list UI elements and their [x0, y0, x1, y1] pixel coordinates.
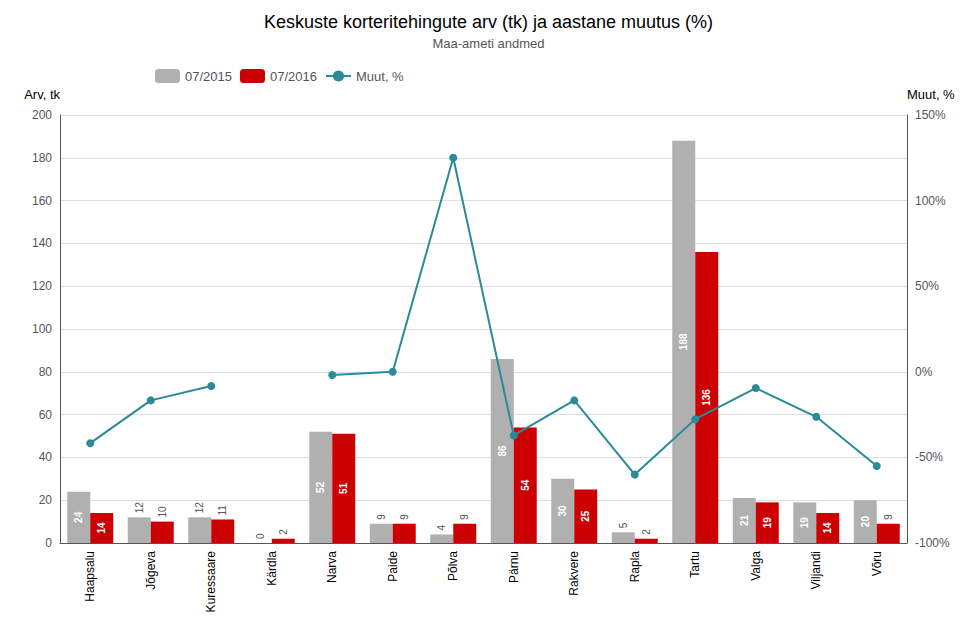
svg-text:-100%: -100% [915, 536, 950, 550]
svg-text:80: 80 [39, 365, 53, 379]
svg-text:100%: 100% [915, 194, 946, 208]
svg-text:21: 21 [739, 515, 750, 527]
svg-text:180: 180 [32, 151, 52, 165]
svg-text:20: 20 [39, 493, 53, 507]
svg-text:Paide: Paide [386, 551, 400, 582]
svg-text:2: 2 [278, 529, 289, 535]
svg-text:-50%: -50% [915, 450, 943, 464]
svg-text:51: 51 [338, 482, 349, 494]
svg-text:Viljandi: Viljandi [809, 551, 823, 589]
svg-text:14: 14 [96, 522, 107, 534]
svg-text:19: 19 [762, 517, 773, 529]
svg-text:9: 9 [883, 514, 894, 520]
svg-text:14: 14 [822, 522, 833, 534]
svg-text:Haapsalu: Haapsalu [83, 551, 97, 602]
svg-text:11: 11 [217, 505, 228, 516]
svg-text:07/2015: 07/2015 [185, 69, 232, 84]
svg-text:50%: 50% [915, 279, 939, 293]
svg-text:Muut, %: Muut, % [356, 69, 404, 84]
svg-text:24: 24 [73, 511, 84, 523]
svg-text:100: 100 [32, 322, 52, 336]
svg-text:2: 2 [641, 529, 652, 535]
svg-text:54: 54 [520, 479, 531, 491]
svg-text:188: 188 [678, 333, 689, 350]
svg-text:Jõgeva: Jõgeva [144, 551, 158, 590]
svg-text:Võru: Võru [870, 551, 884, 576]
svg-text:0%: 0% [915, 365, 933, 379]
svg-text:9: 9 [376, 514, 387, 520]
svg-text:9: 9 [399, 514, 410, 520]
svg-text:200: 200 [32, 108, 52, 122]
svg-text:07/2016: 07/2016 [270, 69, 317, 84]
svg-text:52: 52 [315, 481, 326, 493]
svg-text:60: 60 [39, 408, 53, 422]
svg-text:Pärnu: Pärnu [507, 551, 521, 583]
svg-text:136: 136 [701, 389, 712, 406]
svg-text:0: 0 [45, 536, 52, 550]
svg-text:Valga: Valga [749, 551, 763, 581]
svg-text:140: 140 [32, 236, 52, 250]
svg-text:25: 25 [580, 510, 591, 522]
svg-text:Rapla: Rapla [628, 551, 642, 583]
svg-text:19: 19 [799, 517, 810, 529]
svg-text:Põlva: Põlva [446, 551, 460, 581]
svg-text:20: 20 [860, 516, 871, 528]
svg-text:Kuressaare: Kuressaare [204, 551, 218, 613]
svg-text:86: 86 [497, 445, 508, 457]
svg-text:Kärdla: Kärdla [265, 551, 279, 586]
svg-text:Keskuste korteritehingute arv: Keskuste korteritehingute arv (tk) ja aa… [264, 12, 713, 32]
svg-text:160: 160 [32, 194, 52, 208]
svg-text:Muut, %: Muut, % [907, 87, 955, 102]
svg-text:Arv, tk: Arv, tk [24, 87, 60, 102]
svg-text:120: 120 [32, 279, 52, 293]
svg-text:Tartu: Tartu [688, 551, 702, 578]
svg-text:30: 30 [557, 505, 568, 517]
svg-text:0: 0 [255, 533, 266, 539]
svg-text:150%: 150% [915, 108, 946, 122]
svg-text:5: 5 [618, 522, 629, 528]
svg-text:Maa-ameti andmed: Maa-ameti andmed [433, 36, 545, 51]
svg-text:12: 12 [134, 502, 145, 514]
svg-text:40: 40 [39, 450, 53, 464]
svg-text:12: 12 [194, 502, 205, 514]
svg-text:Rakvere: Rakvere [567, 551, 581, 596]
svg-text:9: 9 [459, 514, 470, 520]
svg-text:Narva: Narva [325, 551, 339, 583]
svg-text:10: 10 [157, 506, 168, 518]
svg-text:4: 4 [436, 524, 447, 530]
